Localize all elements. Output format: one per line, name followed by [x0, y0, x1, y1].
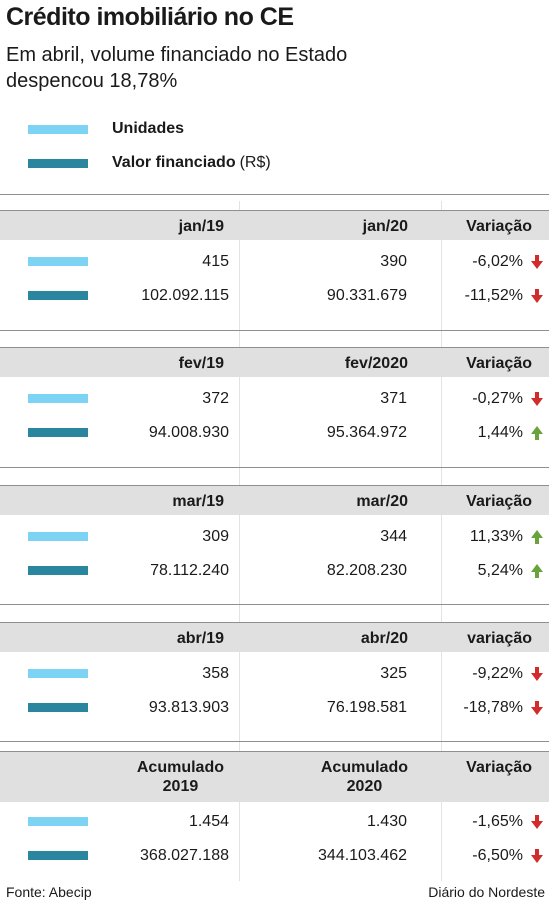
- arrow-up-icon: [530, 563, 544, 579]
- value-previous: 94.008.930: [148, 424, 229, 441]
- header-cell: Acumulado 2019: [136, 759, 224, 795]
- header-cell: mar/20: [356, 493, 408, 510]
- legend-swatch-unidades: [28, 124, 88, 134]
- arrow-down-icon: [530, 666, 544, 682]
- table-row: 358 325 -9,22%: [0, 663, 549, 685]
- legend-label-valor: Valor financiado: [112, 154, 236, 171]
- legend-item-unidades: Unidades: [28, 119, 184, 139]
- arrow-down-icon: [530, 700, 544, 716]
- header-cell: mar/19: [172, 493, 224, 510]
- table-row: 78.112.240 82.208.230 5,24%: [0, 560, 549, 582]
- header-cell: fev/2020: [344, 355, 408, 372]
- header-cell: jan/20: [362, 218, 408, 235]
- block-separator: [0, 741, 549, 742]
- arrow-down-icon: [530, 848, 544, 864]
- block-separator: [0, 330, 549, 331]
- arrow-down-icon: [530, 288, 544, 304]
- value-current: 344: [380, 528, 407, 545]
- arrow-up-icon: [530, 425, 544, 441]
- header-cell: abr/19: [176, 630, 224, 647]
- variation-value: 11,33%: [469, 528, 523, 545]
- value-current: 90.331.679: [326, 287, 407, 304]
- value-current: 371: [380, 390, 407, 407]
- column-divider-2: [441, 201, 442, 881]
- value-previous: 93.813.903: [148, 699, 229, 716]
- value-previous: 309: [202, 528, 229, 545]
- chart-title: Crédito imobiliário no CE: [6, 3, 294, 31]
- legend-label-unidades: Unidades: [112, 120, 185, 137]
- value-current: 95.364.972: [326, 424, 407, 441]
- table-row: 94.008.930 95.364.972 1,44%: [0, 422, 549, 444]
- series-swatch-valor: [28, 566, 88, 575]
- top-separator: [0, 194, 549, 195]
- block-separator: [0, 467, 549, 468]
- table-header: fev/19 fev/2020 Variação: [0, 347, 549, 377]
- value-current: 390: [380, 253, 407, 270]
- variation-value: 5,24%: [477, 562, 523, 579]
- variation-value: 1,44%: [477, 424, 523, 441]
- value-current: 82.208.230: [326, 562, 407, 579]
- arrow-down-icon: [530, 814, 544, 830]
- series-swatch-valor: [28, 428, 88, 437]
- variation-value: -1,65%: [472, 813, 523, 830]
- series-swatch-valor: [28, 851, 88, 860]
- value-previous: 415: [202, 253, 229, 270]
- value-current: 1.430: [366, 813, 407, 830]
- header-cell: Acumulado 2020: [320, 759, 408, 795]
- series-swatch-unidades: [28, 669, 88, 678]
- value-previous: 358: [202, 665, 229, 682]
- publisher-credit: Diário do Nordeste: [428, 884, 545, 900]
- arrow-down-icon: [530, 391, 544, 407]
- header-cell: variação: [467, 630, 532, 647]
- header-cell: Variação: [466, 493, 532, 510]
- legend-swatch-valor: [28, 158, 88, 168]
- header-cell: fev/19: [178, 355, 224, 372]
- legend-unit-valor: (R$): [239, 154, 271, 171]
- table-row: 1.454 1.430 -1,65%: [0, 811, 549, 833]
- value-previous: 1.454: [188, 813, 229, 830]
- value-current: 325: [380, 665, 407, 682]
- table-row: 102.092.115 90.331.679 -11,52%: [0, 285, 549, 307]
- header-cell: Variação: [466, 218, 532, 235]
- chart-subtitle: Em abril, volume financiado no Estado de…: [6, 44, 348, 92]
- table-header: mar/19 mar/20 Variação: [0, 485, 549, 515]
- variation-value: -11,52%: [464, 287, 523, 304]
- table-header: Acumulado 2019 Acumulado 2020 Variação: [0, 751, 549, 802]
- series-swatch-valor: [28, 291, 88, 300]
- series-swatch-unidades: [28, 257, 88, 266]
- value-previous: 372: [202, 390, 229, 407]
- source-note: Fonte: Abecip: [6, 884, 92, 900]
- variation-value: -6,50%: [472, 847, 523, 864]
- variation-value: -18,78%: [463, 699, 523, 716]
- block-separator: [0, 604, 549, 605]
- value-current: 76.198.581: [326, 699, 407, 716]
- series-swatch-unidades: [28, 394, 88, 403]
- header-cell: Variação: [466, 759, 532, 776]
- header-cell: abr/20: [360, 630, 408, 647]
- series-swatch-unidades: [28, 817, 88, 826]
- arrow-up-icon: [530, 529, 544, 545]
- value-current: 344.103.462: [318, 847, 407, 864]
- table-row: 93.813.903 76.198.581 -18,78%: [0, 697, 549, 719]
- value-previous: 102.092.115: [141, 287, 229, 304]
- header-cell: Variação: [466, 355, 532, 372]
- variation-value: -9,22%: [472, 665, 523, 682]
- value-previous: 368.027.188: [140, 847, 229, 864]
- header-cell: jan/19: [178, 218, 224, 235]
- table-header: jan/19 jan/20 Variação: [0, 210, 549, 240]
- legend-item-valor: Valor financiado (R$): [28, 153, 271, 173]
- table-row: 372 371 -0,27%: [0, 388, 549, 410]
- variation-value: -0,27%: [472, 390, 523, 407]
- series-swatch-valor: [28, 703, 88, 712]
- arrow-down-icon: [530, 254, 544, 270]
- variation-value: -6,02%: [472, 253, 523, 270]
- column-divider-1: [239, 201, 240, 881]
- table-row: 415 390 -6,02%: [0, 251, 549, 273]
- table-header: abr/19 abr/20 variação: [0, 622, 549, 652]
- value-previous: 78.112.240: [150, 562, 229, 579]
- series-swatch-unidades: [28, 532, 88, 541]
- table-row: 309 344 11,33%: [0, 526, 549, 548]
- table-row: 368.027.188 344.103.462 -6,50%: [0, 845, 549, 867]
